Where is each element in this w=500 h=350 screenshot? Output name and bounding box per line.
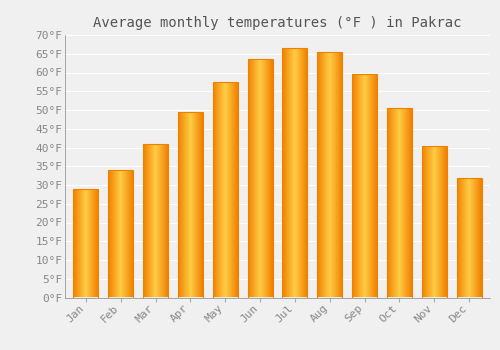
Bar [422, 146, 447, 298]
Bar [178, 112, 203, 298]
Bar [282, 48, 308, 298]
Bar [108, 170, 134, 298]
Bar [74, 189, 98, 298]
Title: Average monthly temperatures (°F ) in Pakrac: Average monthly temperatures (°F ) in Pa… [93, 16, 462, 30]
Bar [143, 144, 168, 298]
Bar [248, 60, 272, 298]
Bar [456, 177, 481, 298]
Bar [387, 108, 412, 298]
Bar [212, 82, 238, 298]
Bar [352, 75, 377, 298]
Bar [317, 52, 342, 298]
